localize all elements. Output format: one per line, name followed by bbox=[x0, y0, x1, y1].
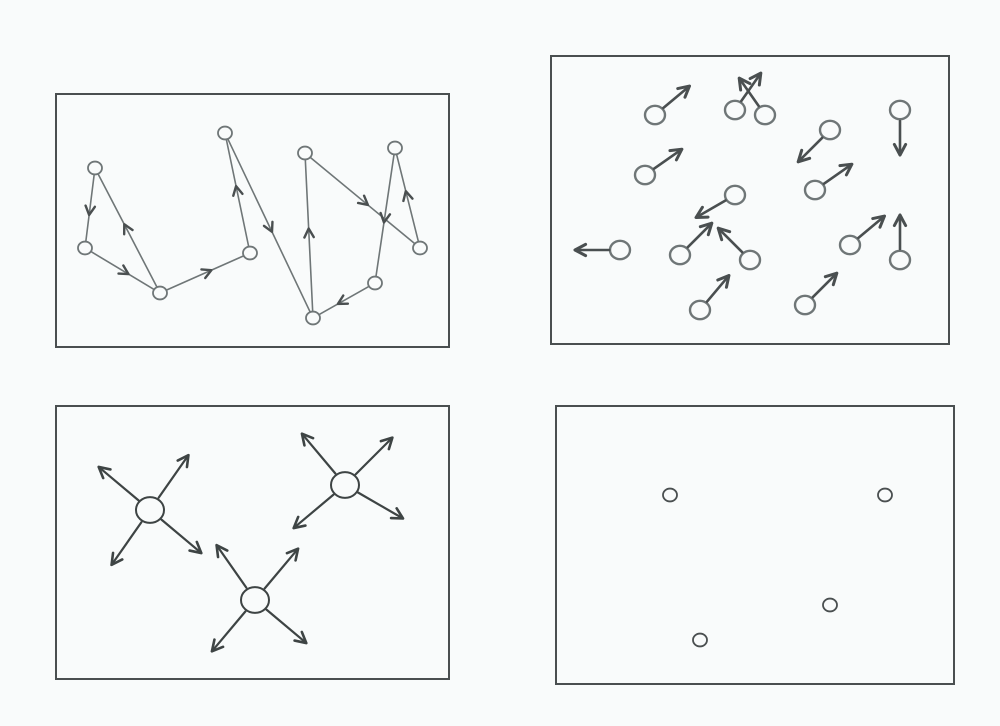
graph-node bbox=[218, 127, 232, 140]
network-svg bbox=[55, 93, 450, 348]
emitter-node bbox=[331, 472, 359, 498]
particle-node bbox=[610, 241, 630, 259]
graph-node bbox=[368, 277, 382, 290]
arrow-shaft bbox=[99, 467, 139, 500]
arrow-shaft bbox=[112, 522, 142, 565]
emitter-node bbox=[136, 497, 164, 523]
dot-node bbox=[878, 489, 892, 502]
graph-edge bbox=[397, 155, 419, 241]
particle-node bbox=[805, 181, 825, 199]
arrow-shaft bbox=[212, 611, 245, 651]
dot-node bbox=[823, 599, 837, 612]
particles-svg bbox=[550, 55, 950, 345]
graph-node bbox=[413, 242, 427, 255]
arrow-shaft bbox=[358, 493, 403, 519]
arrow-shaft bbox=[266, 610, 306, 643]
dot-node bbox=[663, 489, 677, 502]
graph-node bbox=[78, 242, 92, 255]
dots-svg bbox=[555, 405, 955, 685]
panel-dots bbox=[555, 405, 955, 685]
panel-border bbox=[56, 94, 449, 347]
particle-node bbox=[755, 106, 775, 124]
particle-node bbox=[890, 251, 910, 269]
graph-edge bbox=[376, 155, 394, 276]
particle-node bbox=[740, 251, 760, 269]
particle-node bbox=[670, 246, 690, 264]
particle-node bbox=[645, 106, 665, 124]
panel-border bbox=[551, 56, 949, 344]
particle-node bbox=[635, 166, 655, 184]
graph-node bbox=[243, 247, 257, 260]
graph-edge bbox=[166, 256, 243, 290]
arrow-shaft bbox=[217, 545, 247, 588]
dot-node bbox=[693, 634, 707, 647]
graph-node bbox=[306, 312, 320, 325]
particle-node bbox=[690, 301, 710, 319]
panel-emitters bbox=[55, 405, 450, 680]
particle-node bbox=[820, 121, 840, 139]
particle-node bbox=[795, 296, 815, 314]
graph-edge bbox=[91, 252, 154, 290]
arrow-shaft bbox=[356, 438, 393, 475]
particle-node bbox=[840, 236, 860, 254]
graph-node bbox=[88, 162, 102, 175]
particle-node bbox=[725, 186, 745, 204]
arrow-shaft bbox=[265, 549, 298, 589]
arrow-shaft bbox=[294, 495, 334, 528]
particle-node bbox=[725, 101, 745, 119]
sketch-page bbox=[0, 0, 1000, 726]
graph-edge bbox=[319, 286, 369, 314]
panel-particles bbox=[550, 55, 950, 345]
arrow-shaft bbox=[302, 434, 335, 474]
emitters-svg bbox=[55, 405, 450, 680]
graph-edge bbox=[310, 157, 414, 243]
graph-edge bbox=[226, 140, 248, 246]
panel-network bbox=[55, 93, 450, 348]
arrow-shaft bbox=[159, 455, 189, 498]
graph-node bbox=[298, 147, 312, 160]
graph-node bbox=[153, 287, 167, 300]
graph-edge bbox=[98, 174, 157, 287]
graph-edge bbox=[228, 139, 310, 311]
panel-border bbox=[556, 406, 954, 684]
graph-node bbox=[388, 142, 402, 155]
arrow-shaft bbox=[161, 520, 201, 553]
particle-node bbox=[890, 101, 910, 119]
emitter-node bbox=[241, 587, 269, 613]
